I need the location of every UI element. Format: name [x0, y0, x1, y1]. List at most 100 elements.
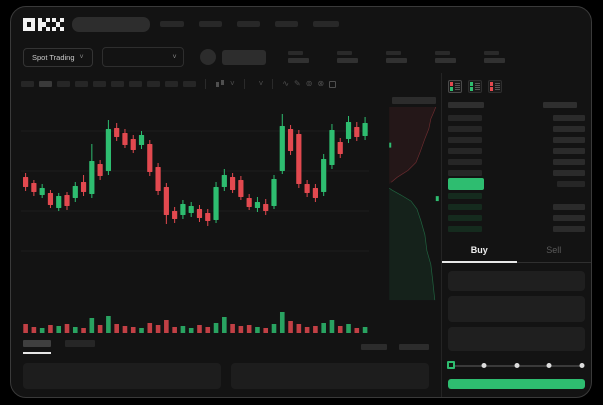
order-form: [448, 271, 585, 351]
ask-price-placeholder: [448, 158, 482, 165]
nav-item-placeholder[interactable]: [275, 21, 298, 27]
pair-dropdown[interactable]: ˅: [101, 47, 184, 67]
chevron-down-icon[interactable]: ˅: [230, 79, 235, 88]
stat-placeholder: [287, 51, 309, 63]
slider-stop-dot[interactable]: [514, 363, 519, 368]
nav-item-placeholder[interactable]: [199, 21, 222, 27]
candle-body: [80, 182, 87, 192]
tab-sell[interactable]: Sell: [546, 245, 562, 255]
candle-body: [147, 144, 153, 172]
draw-icon[interactable]: ✎: [294, 79, 301, 88]
candle-body: [180, 204, 186, 215]
bid-row[interactable]: [448, 190, 585, 201]
wave-icon[interactable]: ∿: [282, 79, 290, 88]
chart-canvas-area[interactable]: [11, 95, 441, 305]
nav-item-placeholder[interactable]: [160, 21, 184, 27]
nav-item-placeholder[interactable]: [313, 21, 339, 27]
volume-bar: [106, 316, 111, 333]
fullscreen-icon[interactable]: [329, 80, 337, 88]
slider-stop-dot[interactable]: [546, 363, 552, 368]
candle-body: [89, 161, 95, 194]
timeframe-button[interactable]: [111, 81, 124, 87]
ask-row[interactable]: [448, 145, 585, 156]
candle-style-icon[interactable]: [215, 79, 225, 89]
timeframe-button[interactable]: [93, 81, 106, 87]
slider-stop-dot[interactable]: [481, 363, 487, 368]
volume-bar: [155, 325, 161, 333]
market-type-label: Spot Trading: [32, 52, 75, 62]
candle-body: [64, 195, 70, 206]
okx-logo-icon[interactable]: [23, 17, 64, 31]
bottom-right-control[interactable]: [361, 344, 387, 350]
slider-stop-dot[interactable]: [579, 363, 585, 368]
volume-bar: [288, 321, 293, 333]
timeframe-button[interactable]: [21, 81, 34, 87]
candlestick-chart[interactable]: [21, 99, 369, 289]
orderbook-asks: [448, 112, 585, 178]
volume-bar: [172, 327, 177, 333]
candle-body: [362, 123, 368, 136]
timeframe-button[interactable]: [39, 81, 52, 87]
volume-chart[interactable]: [21, 305, 369, 335]
volume-bar: [130, 327, 136, 333]
candle-body: [329, 130, 335, 165]
volume-bar: [222, 317, 227, 333]
tab-buy[interactable]: Buy: [442, 240, 517, 263]
volume-bar: [23, 324, 28, 333]
search-input[interactable]: [72, 16, 150, 32]
amount-slider[interactable]: [447, 361, 585, 369]
bottom-tab-active[interactable]: [23, 340, 51, 354]
bid-row[interactable]: [448, 212, 585, 223]
bid-row[interactable]: [448, 201, 585, 212]
timeframe-button[interactable]: [57, 81, 70, 87]
ask-row[interactable]: [448, 134, 585, 145]
candle-body: [31, 183, 37, 192]
ask-amount-placeholder: [553, 125, 585, 132]
timeframe-button[interactable]: [147, 81, 160, 87]
camera-icon[interactable]: ⊚: [305, 79, 313, 88]
timeframe-button[interactable]: [165, 81, 178, 87]
bid-row[interactable]: [448, 223, 585, 234]
orderbook-view-icon[interactable]: [488, 80, 502, 93]
stat-label-placeholder: [385, 51, 401, 55]
candle-body: [304, 184, 310, 193]
settings-icon[interactable]: ⊗: [317, 79, 325, 88]
bottom-panel-placeholder: [23, 363, 221, 389]
volume-bar: [147, 323, 153, 333]
timeframe-button[interactable]: [183, 81, 196, 87]
depth-chart[interactable]: [389, 106, 439, 305]
ask-row[interactable]: [448, 123, 585, 134]
chevron-down-icon[interactable]: ˅: [258, 79, 264, 88]
candle-body: [271, 179, 277, 206]
volume-bar: [329, 320, 335, 333]
order-price-field[interactable]: [448, 296, 585, 322]
timeframe-button[interactable]: [75, 81, 88, 87]
bid-price-placeholder: [448, 192, 482, 199]
order-type-field[interactable]: [448, 271, 585, 291]
ask-row[interactable]: [448, 156, 585, 167]
timeframe-button[interactable]: [129, 81, 142, 87]
trade-panel: Buy Sell: [441, 73, 591, 397]
volume-bar: [230, 324, 235, 333]
last-price-badge[interactable]: [448, 178, 484, 190]
volume-bar: [81, 328, 86, 333]
ask-price-placeholder: [448, 125, 482, 132]
volume-bar: [346, 324, 351, 333]
orderbook-view-icon[interactable]: [448, 80, 462, 93]
slider-handle[interactable]: [447, 361, 455, 369]
ask-row[interactable]: [448, 112, 585, 123]
orderbook-view-icon[interactable]: [468, 80, 482, 93]
bottom-tab[interactable]: [65, 340, 95, 354]
candle-body: [56, 196, 62, 208]
order-amount-field[interactable]: [448, 327, 585, 351]
trading-app-window: Spot Trading ˅ ˅ ˅ ˅ ∿ ✎ ⊚ ⊗: [10, 6, 592, 398]
ask-row[interactable]: [448, 167, 585, 178]
candle-body: [163, 187, 169, 215]
buy-submit-button[interactable]: [448, 379, 585, 389]
ask-price-placeholder: [448, 136, 482, 143]
bottom-panel-placeholder: [231, 363, 429, 389]
volume-bar: [321, 323, 326, 333]
nav-item-placeholder[interactable]: [237, 21, 260, 27]
market-type-dropdown[interactable]: Spot Trading ˅: [23, 47, 93, 67]
bottom-right-control[interactable]: [399, 344, 429, 350]
